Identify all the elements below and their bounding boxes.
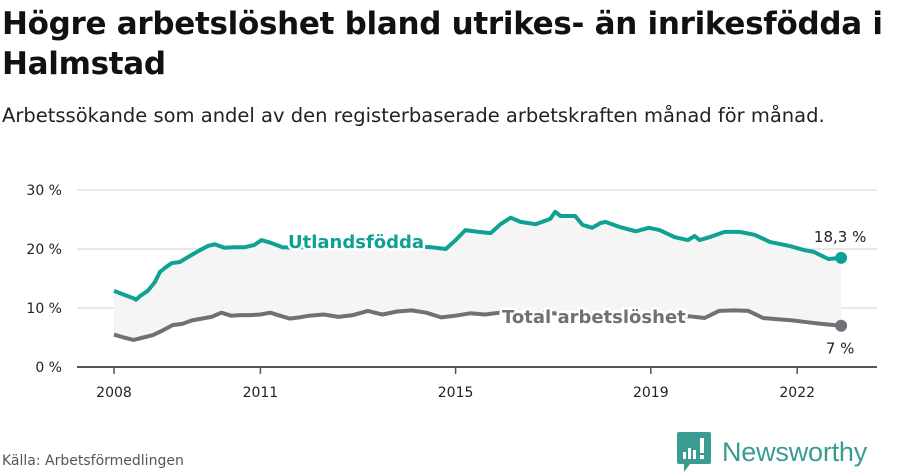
brand-name: Newsworthy [722,436,868,467]
foreign-born-end-marker [835,251,848,264]
y-tick-label: 0 % [35,360,62,376]
foreign-born-end-label: 18,3 % [814,228,866,246]
y-tick-label: 20 % [26,242,62,258]
band-fill [114,211,842,340]
total-end-marker [835,319,848,332]
chart-subtitle: Arbetssökande som andel av den registerb… [2,104,825,127]
total-line [113,308,842,342]
source-note: Källa: Arbetsförmedlingen [2,453,184,469]
foreign-born-line [113,209,842,302]
foreign-born-series-label: Utlandsfödda [288,232,424,253]
line-chart: 0 % 10 % 20 % 30 % 2008 2011 2015 2019 2022 18,… [26,183,877,401]
chart-title: Högre arbetslöshet bland utrikes- än inr… [2,6,883,82]
x-tick-label: 2015 [438,385,474,401]
x-axis: 2008 2011 2015 2019 2022 [77,366,877,401]
y-tick-label: 10 % [26,301,62,317]
x-tick-label: 2008 [96,385,132,401]
total-end-label: 7 % [826,340,855,358]
total-series-label: Total arbetslöshet [502,307,686,328]
bar-chart-speech-bubble-icon [677,432,711,472]
y-axis-labels: 0 % 10 % 20 % 30 % [26,183,62,376]
x-tick-label: 2022 [779,385,815,401]
x-tick-label: 2011 [243,385,279,401]
brand-logo: Newsworthy [676,430,867,474]
x-tick-label: 2019 [633,385,669,401]
y-tick-label: 30 % [26,183,62,199]
